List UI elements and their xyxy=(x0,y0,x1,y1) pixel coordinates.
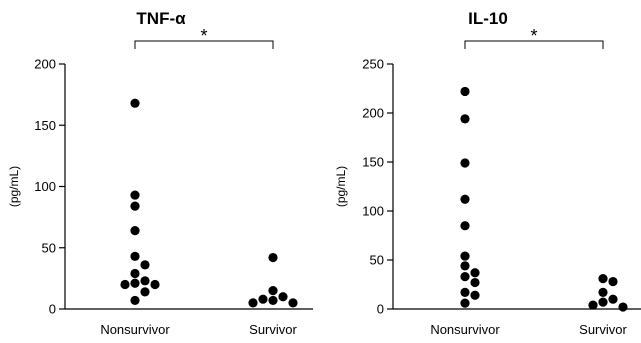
il10-y-axis-label: (pg/mL) xyxy=(334,166,348,207)
il10-category-label: Nonsurvivor xyxy=(430,322,500,337)
tnf-survivor-point xyxy=(248,298,258,308)
tnf-y-tick-label: 50 xyxy=(42,240,56,255)
tnf-nonsurvivor-point xyxy=(130,190,140,200)
il10-survivor-point xyxy=(608,276,618,287)
il10-nonsurvivor-point xyxy=(460,114,470,124)
tnf-nonsurvivor-point xyxy=(140,276,150,286)
il10-survivor-point xyxy=(618,302,628,312)
tnf-y-tick-label: 200 xyxy=(34,57,56,72)
tnf-chart-title: TNF-α xyxy=(136,9,186,28)
tnf-nonsurvivor-point xyxy=(130,201,140,211)
il-10-panel: IL-10 * 0 50 100 150 200 250 (pg/mL) Nonsurvivor S… xyxy=(334,9,641,337)
tnf-survivor-point xyxy=(258,294,268,304)
tnf-category-label: Nonsurvivor xyxy=(100,322,170,337)
il10-y-tick-label: 250 xyxy=(362,57,384,72)
tnf-survivor-point xyxy=(268,252,278,263)
il10-nonsurvivor-point xyxy=(460,287,470,297)
tnf-nonsurvivor-point xyxy=(130,278,140,288)
tnf-alpha-panel: TNF-α * 0 50 100 150 200 (pg/mL) Nonsurvivor Surv… xyxy=(7,9,313,337)
il10-nonsurvivor-point xyxy=(460,86,470,97)
tnf-category-label: Survivor xyxy=(249,322,297,337)
tnf-significance-bracket xyxy=(134,40,274,49)
tnf-survivor-point xyxy=(268,286,278,296)
tnf-y-tick-label: 100 xyxy=(34,179,56,194)
il10-significance-marker: * xyxy=(530,26,537,46)
il10-nonsurvivor-point xyxy=(460,261,470,271)
il10-nonsurvivor-point xyxy=(470,268,480,278)
tnf-survivor-point xyxy=(268,295,278,306)
tnf-nonsurvivor-point xyxy=(130,295,140,306)
tnf-nonsurvivor-point xyxy=(140,287,150,297)
tnf-nonsurvivor-point xyxy=(130,268,140,279)
tnf-nonsurvivor-point xyxy=(120,279,130,290)
il10-nonsurvivor-point xyxy=(460,272,470,282)
il10-y-tick-label: 0 xyxy=(377,302,384,317)
il10-survivor-point xyxy=(598,297,608,307)
il10-nonsurvivor-point xyxy=(470,290,480,300)
tnf-nonsurvivor-point xyxy=(130,226,140,236)
tnf-nonsurvivor-point xyxy=(130,98,140,108)
il10-survivor-point xyxy=(608,294,618,304)
tnf-survivor-point xyxy=(278,292,288,302)
tnf-y-tick-label: 0 xyxy=(49,302,56,317)
il10-nonsurvivor-point xyxy=(460,298,470,308)
il10-nonsurvivor-point xyxy=(460,194,470,204)
il10-nonsurvivor-point xyxy=(460,251,470,261)
il10-chart-title: IL-10 xyxy=(468,9,508,28)
il10-significance-bracket xyxy=(464,40,604,49)
tnf-survivor-point xyxy=(288,298,298,308)
tnf-y-tick-label: 150 xyxy=(34,118,56,133)
tnf-nonsurvivor-point xyxy=(130,251,140,261)
tnf-y-axis-label: (pg/mL) xyxy=(7,166,21,207)
tnf-significance-marker: * xyxy=(200,26,207,46)
il10-survivor-point xyxy=(588,300,598,310)
il10-y-tick-label: 50 xyxy=(370,253,384,268)
tnf-nonsurvivor-point xyxy=(140,260,150,270)
il10-y-tick-label: 200 xyxy=(362,106,384,121)
il10-survivor-point xyxy=(598,274,608,284)
il10-y-tick-label: 100 xyxy=(362,204,384,219)
il10-nonsurvivor-point xyxy=(460,221,470,231)
il10-category-label: Survivor xyxy=(579,322,627,337)
il10-nonsurvivor-point xyxy=(460,158,470,168)
il10-nonsurvivor-point xyxy=(470,277,480,288)
il10-y-tick-label: 150 xyxy=(362,155,384,170)
tnf-nonsurvivor-point xyxy=(150,279,160,290)
il10-survivor-point xyxy=(598,287,608,297)
